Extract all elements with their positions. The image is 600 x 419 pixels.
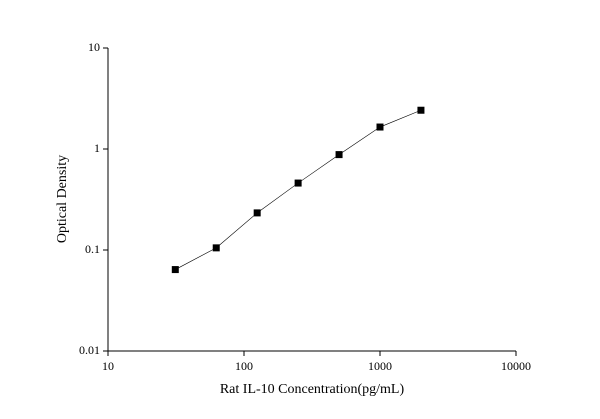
y-tick-label: 0.1 xyxy=(85,242,100,256)
y-axis-title: Optical Density xyxy=(55,155,70,243)
y-tick-label: 10 xyxy=(88,40,100,54)
y-tick-label: 0.01 xyxy=(79,343,100,357)
point xyxy=(171,266,179,274)
x-tick-label: 100 xyxy=(235,359,253,373)
x-tick-label: 1000 xyxy=(368,359,392,373)
y-tick-label: 1 xyxy=(94,141,100,155)
point xyxy=(335,151,343,159)
point xyxy=(253,209,261,217)
x-axis-title: Rat IL-10 Concentration(pg/mL) xyxy=(220,382,405,397)
point xyxy=(294,179,302,187)
curve xyxy=(175,109,422,270)
point xyxy=(376,123,384,131)
point xyxy=(212,244,220,252)
x-tick-label: 10 xyxy=(102,359,114,373)
point xyxy=(417,106,425,114)
x-tick-label: 10000 xyxy=(501,359,531,373)
